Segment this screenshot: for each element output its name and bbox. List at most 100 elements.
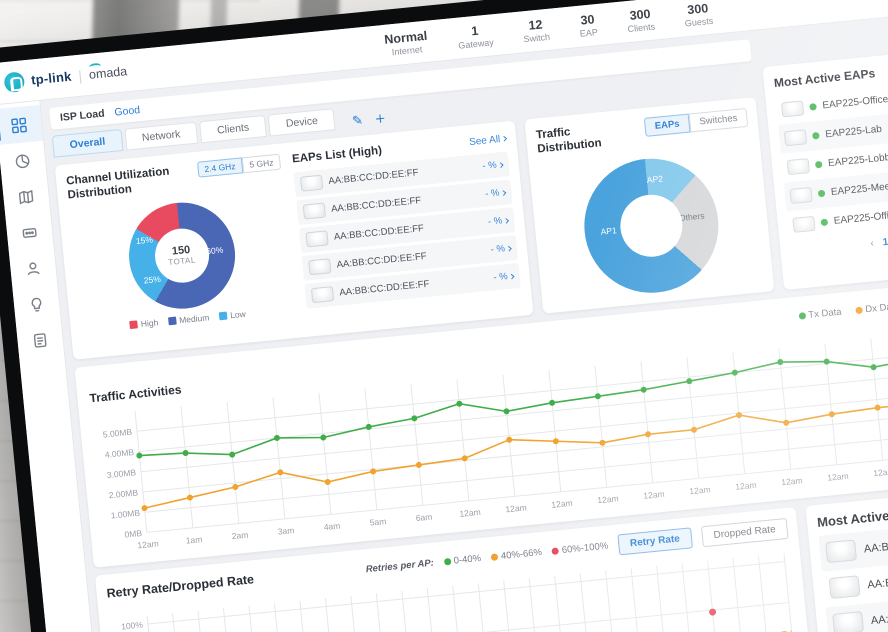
add-icon[interactable]: + <box>374 111 387 128</box>
svg-text:1.00MB: 1.00MB <box>110 507 140 520</box>
access-point-icon <box>302 202 327 220</box>
access-point-icon <box>786 158 810 176</box>
stat-guests: 300 Guests <box>684 1 714 28</box>
svg-text:12am: 12am <box>643 489 665 501</box>
sidebar-item-log[interactable] <box>16 320 64 360</box>
svg-text:12am: 12am <box>781 475 803 487</box>
tab-tools: ✎ + <box>351 111 387 130</box>
svg-text:6am: 6am <box>415 511 432 523</box>
tplink-logo-icon <box>3 70 26 93</box>
log-file-icon <box>33 332 47 348</box>
donut-center <box>617 191 686 260</box>
stat-switch: 12 Switch <box>523 17 551 44</box>
edit-icon[interactable]: ✎ <box>351 113 364 130</box>
sidebar-item-statistics[interactable] <box>0 141 47 181</box>
most-active-eaps-bottom-title: Most Active EAPs <box>816 504 888 530</box>
sidebar-item-clients[interactable] <box>9 248 57 288</box>
legend-retry-mid: 40%-66% <box>490 547 542 563</box>
clients-icon <box>27 261 40 275</box>
tab-clients[interactable]: Clients <box>199 114 268 144</box>
access-point-icon <box>299 175 324 193</box>
retries-per-ap-label: Retries per AP: <box>365 557 435 575</box>
traffic-activities-panel: Tx Data Dx Data EAPs Switches Traffic Ac… <box>74 274 888 568</box>
access-point-icon <box>310 286 335 304</box>
sidebar-item-dashboard[interactable] <box>0 104 44 146</box>
chevron-right-icon <box>508 273 515 280</box>
channel-utilization-donut: 60% 25% 15% 150 TOTAL <box>123 197 240 314</box>
tab-network[interactable]: Network <box>124 121 199 151</box>
isp-load-status[interactable]: Good <box>113 104 141 119</box>
traffic-distribution-panel: Traffic Distribution EAPs Switches AP2 <box>524 96 775 314</box>
bottom-row: Retry Rate/Dropped Rate Retries per AP: … <box>94 482 888 632</box>
status-online-dot <box>820 218 829 227</box>
map-icon <box>18 189 34 204</box>
legend-dot-green <box>443 557 452 566</box>
channel-legend: High Medium Low <box>80 304 295 335</box>
donut-label-high: 15% <box>135 234 154 246</box>
access-point-icon <box>789 186 813 205</box>
distribution-switches-tab[interactable]: Switches <box>688 107 749 133</box>
pagination-prev[interactable]: ‹ <box>869 238 875 250</box>
isp-load-label: ISP Load <box>59 107 106 124</box>
main-content: ISP Load Good Overall Network Clients De… <box>40 6 888 632</box>
access-point-icon <box>825 539 858 564</box>
status-online-dot <box>809 103 817 111</box>
svg-text:4am: 4am <box>323 520 340 532</box>
tab-device[interactable]: Device <box>267 108 336 137</box>
access-point-icon <box>792 215 816 233</box>
traffic-activities-chart: 0MB 1.00MB 2.00MB 3.00MB 4.00MB 5.00MB 12am 1am… <box>102 332 888 550</box>
access-point-icon <box>832 611 865 632</box>
band-5ghz-button[interactable]: 5 GHz <box>241 153 282 174</box>
sidebar-item-insight[interactable] <box>12 284 60 324</box>
chevron-right-icon <box>501 135 508 142</box>
svg-text:12am: 12am <box>459 507 481 519</box>
svg-text:12am: 12am <box>827 470 849 482</box>
access-point-icon <box>308 258 332 276</box>
pagination-page-1[interactable]: 1 <box>882 236 888 249</box>
channel-utilization-section: Channel Utilization Distribution 2.4 GHz… <box>66 153 297 349</box>
chevron-right-icon <box>503 217 510 224</box>
svg-text:0MB: 0MB <box>124 528 143 540</box>
most-active-eaps-bottom-panel: Most Active EAPs AA:BB:CC:DD:EE:FF AA:BB… <box>805 482 888 632</box>
tplink-logo-text: tp-link <box>30 68 73 88</box>
eaps-list-title: EAPs List (High) <box>291 144 383 166</box>
svg-text:12am: 12am <box>137 538 159 550</box>
most-active-eaps-panel: Most Active EAPs EAP225-Office32.07 GB E… <box>762 43 888 290</box>
traffic-distribution-header: Traffic Distribution EAPs Switches <box>535 107 749 157</box>
band-24ghz-button[interactable]: 2.4 GHz <box>196 157 244 178</box>
status-online-dot <box>814 160 823 169</box>
legend-medium: Medium <box>167 312 210 326</box>
right-column: 2020-04-30–2020-6-30 See All Most Active… <box>760 15 888 290</box>
sidebar-item-map[interactable] <box>2 177 50 217</box>
legend-swatch-high <box>129 320 139 329</box>
svg-text:5am: 5am <box>369 516 386 528</box>
donut-label-ap1: AP1 <box>600 224 618 237</box>
svg-text:12am: 12am <box>689 484 711 496</box>
svg-text:12am: 12am <box>873 466 888 478</box>
band-toggle: 2.4 GHz 5 GHz <box>196 153 282 178</box>
donut-label-ap2: AP2 <box>646 173 664 185</box>
eaps-list-see-all-link[interactable]: See All <box>469 133 508 148</box>
chevron-right-icon <box>506 245 512 252</box>
legend-retry-low: 0-40% <box>443 553 482 568</box>
brand-logo: tp-link | omada <box>3 54 200 93</box>
retry-rate-button[interactable]: Retry Rate <box>617 527 693 556</box>
access-point-icon <box>780 100 805 118</box>
eaps-list-section: EAPs List (High) See All AA:BB:CC:DD:EE:… <box>292 132 523 327</box>
dropped-rate-button[interactable]: Dropped Rate <box>700 517 789 548</box>
traffic-distribution-title: Traffic Distribution <box>535 126 603 156</box>
dashboard-grid-icon <box>11 117 27 133</box>
svg-text:12am: 12am <box>597 493 619 505</box>
donut-label-low: 25% <box>143 273 162 286</box>
legend-dot-orange <box>490 553 499 561</box>
pie-chart-icon <box>15 153 30 168</box>
distribution-eaps-tab[interactable]: EAPs <box>643 113 691 137</box>
tab-overall[interactable]: Overall <box>51 129 124 158</box>
distribution-toggle: EAPs Switches <box>643 107 749 137</box>
traffic-distribution-donut: AP2 Others AP1 <box>578 152 725 299</box>
legend-swatch-medium <box>167 316 177 326</box>
sidebar-item-devices[interactable] <box>5 212 53 252</box>
